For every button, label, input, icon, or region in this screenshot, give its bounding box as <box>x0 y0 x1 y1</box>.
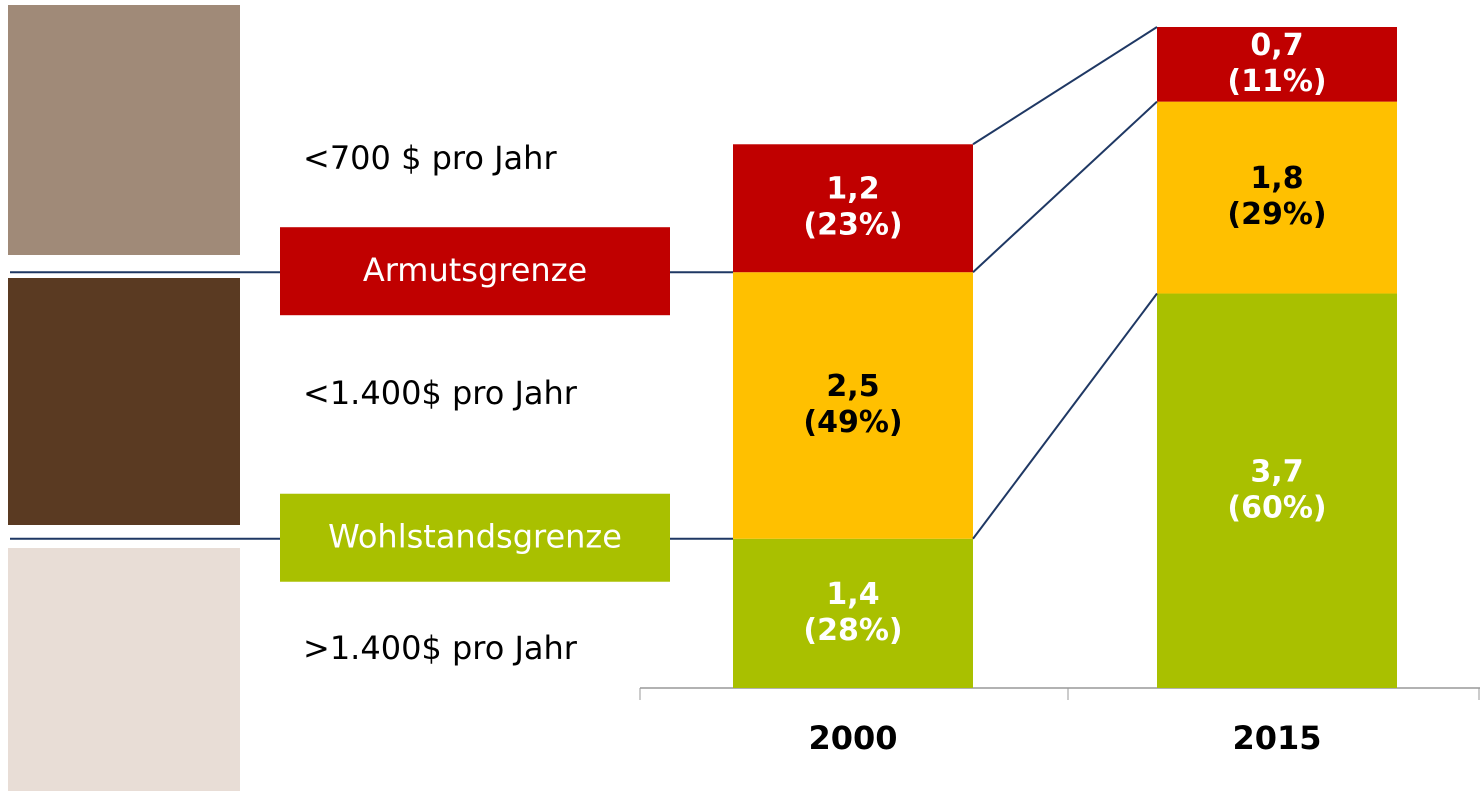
photo-dancer <box>8 278 240 525</box>
threshold-label: Armutsgrenze <box>363 251 587 289</box>
connector <box>973 294 1157 539</box>
legend-label: <1.400$ pro Jahr <box>303 374 578 412</box>
legend-label: >1.400$ pro Jahr <box>303 629 578 667</box>
share-label: (49%) <box>803 405 902 440</box>
threshold-label: Wohlstandsgrenze <box>328 518 622 556</box>
value-label: 1,2 <box>826 172 879 207</box>
share-label: (11%) <box>1227 64 1326 99</box>
page: 1,4(28%)2,5(49%)1,2(23%)20003,7(60%)1,8(… <box>0 0 1480 791</box>
share-label: (28%) <box>803 613 902 648</box>
value-label: 3,7 <box>1250 454 1303 489</box>
share-label: (23%) <box>803 208 902 243</box>
share-label: (29%) <box>1227 197 1326 232</box>
value-label: 1,4 <box>826 577 879 612</box>
value-label: 1,8 <box>1250 161 1303 196</box>
legend-label: <700 $ pro Jahr <box>303 139 557 177</box>
value-label: 0,7 <box>1250 28 1303 63</box>
share-label: (60%) <box>1227 490 1326 525</box>
photo-woman <box>8 548 240 791</box>
x-tick-label: 2000 <box>808 719 897 757</box>
value-label: 2,5 <box>826 369 879 404</box>
chart: 1,4(28%)2,5(49%)1,2(23%)20003,7(60%)1,8(… <box>0 0 1480 791</box>
x-tick-label: 2015 <box>1232 719 1321 757</box>
photo-worker <box>8 5 240 255</box>
